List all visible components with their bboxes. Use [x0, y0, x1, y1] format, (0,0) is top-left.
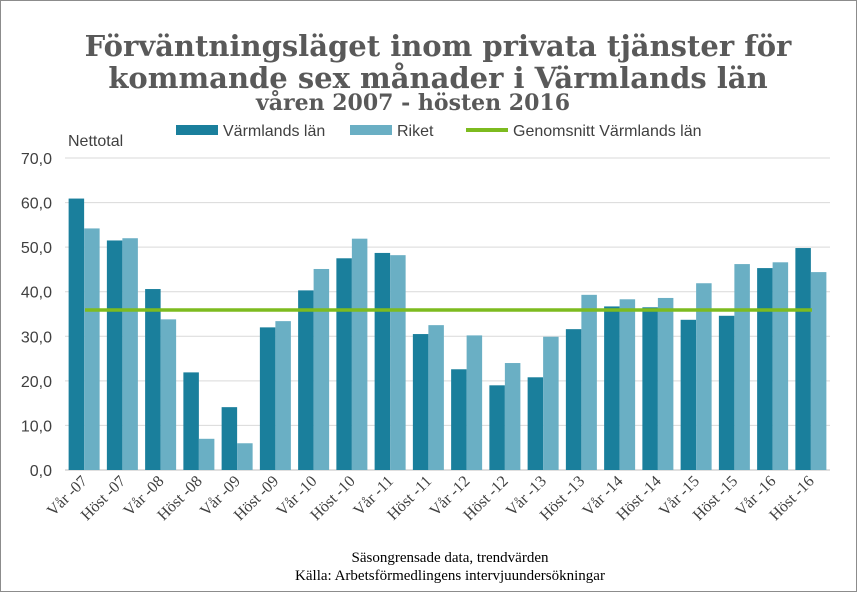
- bar-riket: [428, 325, 444, 470]
- legend-label-varmland: Värmlands län: [223, 123, 325, 140]
- y-tick-label: 10,0: [21, 418, 52, 435]
- bar-riket: [734, 264, 750, 470]
- note-seasonal: Säsongrensade data, trendvärden: [351, 550, 549, 566]
- y-tick-label: 40,0: [21, 285, 52, 302]
- chart-title-line2: kommande sex månader i Värmlands län: [108, 61, 767, 95]
- bar-varmland: [642, 307, 658, 470]
- bar-varmland: [527, 377, 544, 470]
- bar-varmland: [718, 315, 735, 470]
- bar-riket: [696, 283, 712, 470]
- y-tick-label: 70,0: [21, 151, 52, 168]
- bar-riket: [237, 443, 253, 470]
- bar-riket: [122, 238, 138, 470]
- bar-varmland: [183, 372, 199, 470]
- y-tick-label: 60,0: [21, 196, 52, 213]
- bar-riket: [198, 438, 215, 470]
- bar-riket: [390, 255, 406, 470]
- bar-riket: [810, 272, 827, 470]
- legend-label-riket: Riket: [397, 123, 434, 140]
- bar-riket: [657, 297, 674, 470]
- bar-riket: [619, 299, 636, 470]
- bar-varmland: [374, 252, 391, 470]
- bar-varmland: [565, 329, 582, 470]
- gridlines: [65, 157, 830, 471]
- bar-riket: [313, 268, 330, 470]
- bar-riket: [581, 294, 597, 470]
- bar-varmland: [412, 334, 429, 470]
- bar-varmland: [259, 327, 276, 470]
- y-tick-label: 50,0: [21, 240, 52, 257]
- y-axis-ticks: 0,0 10,0 20,0 30,0 40,0 50,0 60,0 70,0: [21, 151, 52, 480]
- bar-varmland: [221, 407, 238, 470]
- bar-varmland: [106, 240, 123, 470]
- legend-label-average: Genomsnitt Värmlands län: [513, 123, 702, 140]
- bar-varmland: [145, 289, 161, 470]
- y-tick-label: 0,0: [30, 463, 52, 480]
- bar-riket: [504, 363, 521, 470]
- bar-varmland: [757, 268, 773, 470]
- bar-varmland: [451, 369, 467, 470]
- legend: Värmlands län Riket Genomsnitt Värmlands…: [176, 123, 702, 140]
- bar-varmland: [68, 198, 85, 470]
- bars: [68, 198, 827, 470]
- bar-varmland: [680, 319, 697, 470]
- legend-swatch-varmland: [176, 125, 218, 135]
- bar-varmland: [795, 248, 811, 470]
- bar-riket: [772, 262, 789, 470]
- bar-varmland: [604, 306, 620, 470]
- y-tick-label: 20,0: [21, 374, 52, 391]
- y-axis-label: Nettotal: [68, 133, 123, 150]
- legend-swatch-average: [466, 128, 508, 132]
- y-tick-label: 30,0: [21, 329, 52, 346]
- legend-swatch-riket: [350, 125, 392, 135]
- bar-riket: [466, 335, 483, 470]
- bar-varmland: [298, 290, 314, 470]
- bar-riket: [160, 319, 177, 470]
- bar-riket: [275, 321, 291, 470]
- bar-riket: [543, 336, 559, 470]
- chart-title-line1: Förväntningsläget inom privata tjänster …: [85, 29, 792, 63]
- bar-riket: [84, 228, 100, 470]
- bar-riket: [351, 238, 368, 470]
- bar-varmland: [336, 258, 352, 470]
- note-source: Källa: Arbetsförmedlingens intervjuunder…: [295, 568, 605, 584]
- chart-subtitle: våren 2007 - hösten 2016: [255, 90, 570, 116]
- bar-varmland: [489, 385, 505, 470]
